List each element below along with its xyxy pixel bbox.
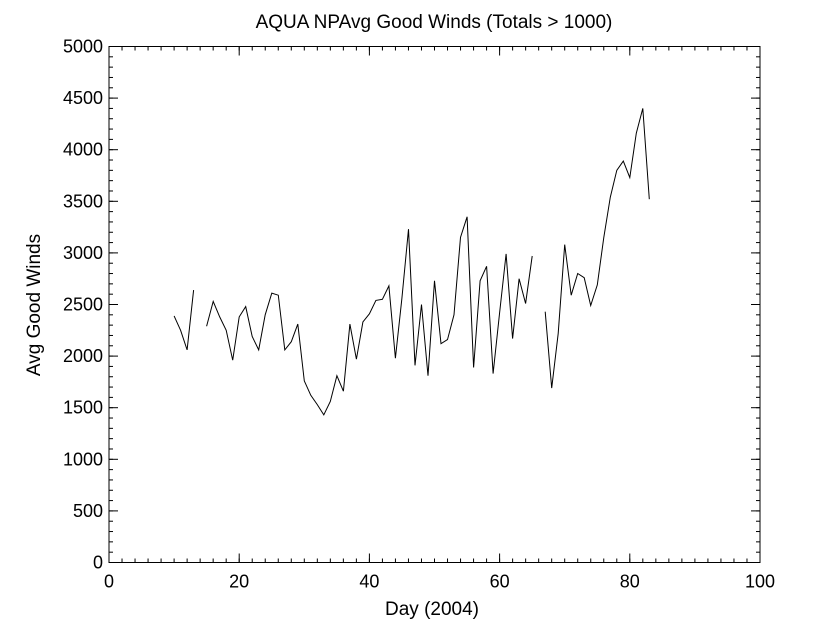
series-layer: [173, 108, 650, 416]
y-tick-label: 2500: [63, 295, 103, 315]
y-tick-label: 4000: [63, 140, 103, 160]
x-tick-label: 80: [620, 572, 640, 592]
x-tick-label: 40: [359, 572, 379, 592]
y-tick-label: 500: [73, 501, 103, 521]
x-tick-label: 100: [745, 572, 775, 592]
x-tick-label: 20: [229, 572, 249, 592]
y-tick-label: 3000: [63, 243, 103, 263]
y-tick-label: 1500: [63, 398, 103, 418]
axis-ticks: 0 20 40 60 80 1000500100015002000250030003500…: [63, 37, 775, 592]
plot-frame: [108, 46, 761, 563]
x-axis-label: Day (2004): [385, 599, 479, 620]
x-tick-label: 60: [490, 572, 510, 592]
y-tick-label: 1000: [63, 449, 103, 469]
y-axis-label: Avg Good Winds: [24, 234, 45, 376]
x-tick-label: 0: [104, 572, 114, 592]
series-line-segment: [544, 108, 650, 389]
series-line-segment: [206, 216, 533, 416]
y-tick-label: 5000: [63, 37, 103, 57]
y-tick-label: 4500: [63, 88, 103, 108]
series-line-segment: [173, 290, 195, 351]
y-tick-label: 2000: [63, 346, 103, 366]
y-tick-label: 0: [93, 553, 103, 573]
y-tick-label: 3500: [63, 191, 103, 211]
chart-title: AQUA NPAvg Good Winds (Totals > 1000): [256, 12, 613, 33]
